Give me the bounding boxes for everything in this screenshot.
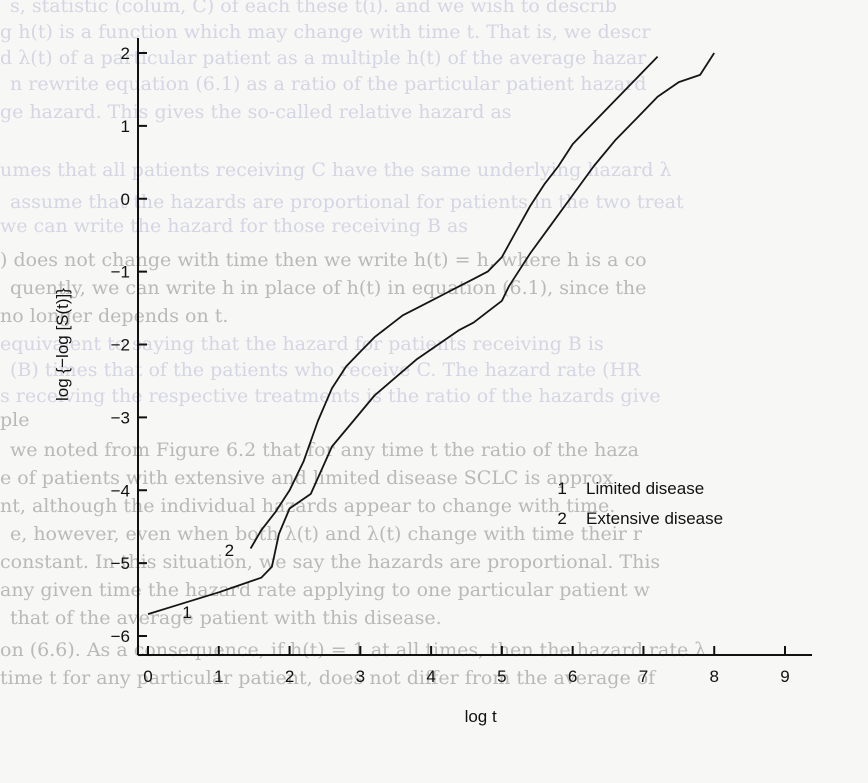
y-tick-label: −4 bbox=[111, 481, 130, 500]
series-group bbox=[147, 52, 715, 615]
x-tick-label: 5 bbox=[497, 667, 506, 686]
y-tick-label: −6 bbox=[111, 627, 130, 646]
legend-entry-2: Extensive disease bbox=[586, 509, 723, 528]
x-tick-label: 4 bbox=[426, 667, 435, 686]
x-tick-label: 8 bbox=[709, 667, 718, 686]
y-axis-title: log {−log [S(t)]} bbox=[53, 288, 72, 401]
y-tick-label: 0 bbox=[121, 190, 130, 209]
x-tick-label: 3 bbox=[356, 667, 365, 686]
curve-label-1: 1 bbox=[182, 603, 191, 622]
x-axis-title: log t bbox=[465, 707, 497, 726]
y-tick-label: 2 bbox=[121, 44, 130, 63]
y-tick-label: −1 bbox=[111, 263, 130, 282]
x-tick-label: 0 bbox=[143, 667, 152, 686]
x-tick-label: 7 bbox=[639, 667, 648, 686]
legend-number-1: 1 bbox=[557, 479, 566, 498]
axes: −6 −5 −4 −3 −2 −1 0 1 2 0 1 2 3 4 5 6 7 8 9 log t log {−log … bbox=[53, 38, 812, 726]
labels-group: 1 2 1 Limited disease 2 Extensive disease bbox=[182, 479, 723, 622]
curve-label-2: 2 bbox=[225, 541, 234, 560]
x-tick-label: 9 bbox=[780, 667, 789, 686]
y-tick-label: 1 bbox=[121, 117, 130, 136]
y-tick-label: −5 bbox=[111, 554, 130, 573]
x-tick-label: 2 bbox=[285, 667, 294, 686]
y-tick-label: −3 bbox=[111, 408, 130, 427]
legend-entry-1: Limited disease bbox=[586, 479, 704, 498]
x-tick-label: 1 bbox=[214, 667, 223, 686]
series-line-2 bbox=[249, 55, 659, 549]
series-line-1 bbox=[147, 52, 715, 615]
y-tick-label: −2 bbox=[111, 336, 130, 355]
x-tick-label: 6 bbox=[568, 667, 577, 686]
legend-number-2: 2 bbox=[557, 509, 566, 528]
